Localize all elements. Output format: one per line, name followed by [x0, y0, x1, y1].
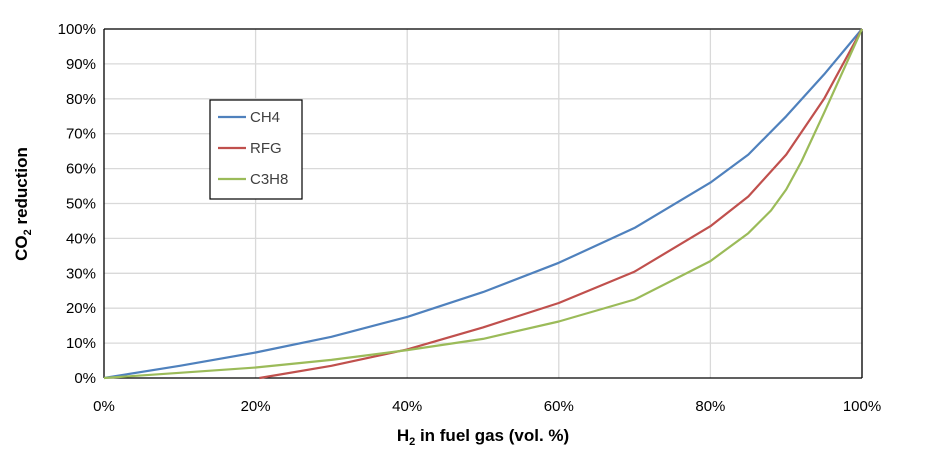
y-tick-label: 40%	[66, 230, 96, 247]
x-tick-label: 40%	[392, 398, 422, 415]
y-tick-label: 100%	[58, 21, 96, 38]
series-line-rfg	[259, 28, 863, 380]
series-lines	[103, 28, 864, 380]
series-line-ch4	[103, 28, 863, 380]
x-tick-label: 20%	[241, 398, 271, 415]
x-tick-label: 80%	[695, 398, 725, 415]
y-tick-label: 20%	[66, 300, 96, 317]
legend-label-ch4: CH4	[250, 109, 280, 126]
y-tick-label: 80%	[66, 91, 96, 108]
legend: CH4 RFG C3H8	[209, 99, 303, 200]
y-tick-label: 50%	[66, 196, 96, 213]
x-tick-label: 0%	[93, 398, 115, 415]
legend-label-rfg: RFG	[250, 140, 282, 157]
y-axis-title: CO2 reduction	[12, 147, 34, 261]
y-tick-labels: 0% 10% 20% 30% 40% 50% 60% 70% 80% 90% 100%	[58, 21, 96, 387]
y-tick-label: 60%	[66, 161, 96, 178]
y-tick-label: 10%	[66, 335, 96, 352]
x-tick-label: 60%	[544, 398, 574, 415]
axes	[103, 28, 863, 379]
y-tick-label: 70%	[66, 126, 96, 143]
x-axis-title: H2 in fuel gas (vol. %)	[397, 426, 569, 448]
x-tick-labels: 0% 20% 40% 60% 80% 100%	[93, 398, 881, 415]
legend-label-c3h8: C3H8	[250, 171, 288, 188]
y-tick-label: 30%	[66, 265, 96, 282]
y-tick-label: 90%	[66, 56, 96, 73]
series-line-c3h8	[103, 28, 864, 380]
x-tick-label: 100%	[843, 398, 881, 415]
y-tick-label: 0%	[74, 370, 96, 387]
